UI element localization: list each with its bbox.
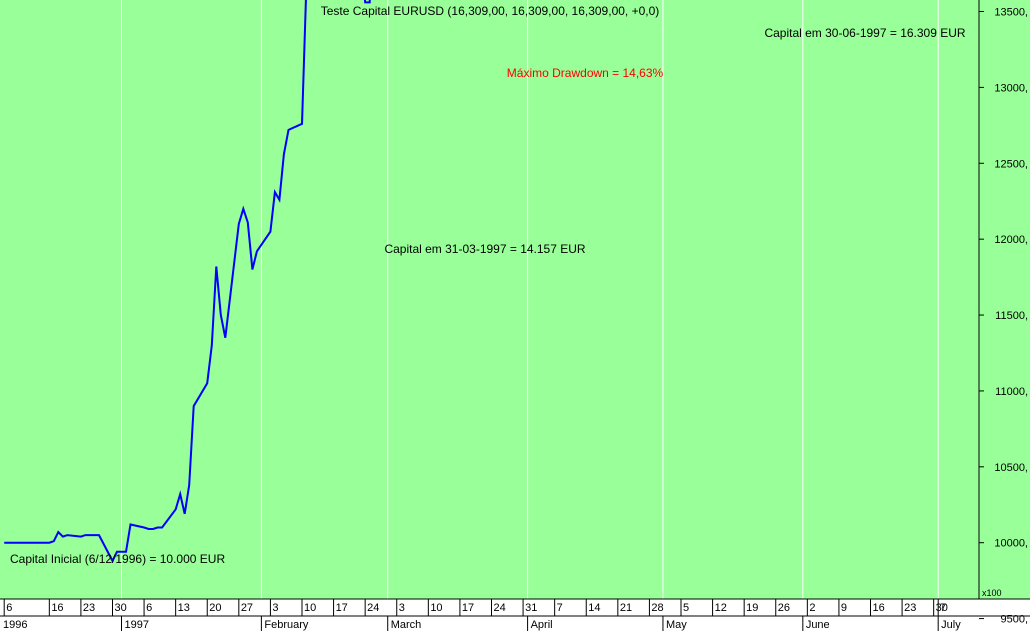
annotation-capital-march: Capital em 31-03-1997 = 14.157 EUR <box>384 242 585 256</box>
x-tick-label: 23 <box>83 602 95 614</box>
x-tick-label: 20 <box>209 602 221 614</box>
x-tick-label: 24 <box>367 602 379 614</box>
y-axis: 9500, 10000, 10500, 11000, 11500, 12000, 12500… <box>978 0 1028 626</box>
y-tick-label: 10000, <box>994 538 1028 550</box>
x-month-label: July <box>941 619 961 631</box>
x-tick-label: 28 <box>651 602 663 614</box>
x-month-label: 1996 <box>3 619 27 631</box>
x-tick-label: 2 <box>809 602 815 614</box>
x-tick-label: 23 <box>904 602 916 614</box>
y-tick-label: 10500, <box>994 462 1028 474</box>
y-tick-label: 11000, <box>995 386 1028 398</box>
x-tick-label: 9 <box>841 602 847 614</box>
y-tick-label: 9500, <box>1000 614 1028 626</box>
x-tick-label: 10 <box>304 602 316 614</box>
chart-title: Teste Capital EURUSD (16,309,00, 16,309,… <box>321 4 660 18</box>
x-month-label: February <box>264 619 309 631</box>
x-tick-label: 3 <box>272 602 278 614</box>
x-tick-label: 3 <box>399 602 405 614</box>
x-tick-label: 13 <box>178 602 190 614</box>
x-tick-label: 30 <box>114 602 126 614</box>
x-axis-panel <box>0 599 1030 631</box>
y-tick-label: 13500, <box>994 7 1028 19</box>
y-tick-label: 11500, <box>995 310 1028 322</box>
capital-line <box>4 0 371 564</box>
plot-background <box>0 0 979 599</box>
x-tick-label: 12 <box>715 602 727 614</box>
x-tick-label: 6 <box>146 602 152 614</box>
annotation-capital-inicial: Capital Inicial (6/12/1996) = 10.000 EUR <box>10 552 225 566</box>
x-tick-label: 26 <box>778 602 790 614</box>
x-tick-label: 7 <box>557 602 563 614</box>
x-tick-label: 19 <box>746 602 758 614</box>
x-tick-label: 21 <box>620 602 632 614</box>
x-month-label: May <box>666 619 687 631</box>
x-tick-label: 31 <box>525 602 537 614</box>
x-month-label: June <box>806 619 830 631</box>
x-tick-label: 30 <box>936 602 948 614</box>
grid-lines <box>121 0 939 599</box>
x-tick-label: 6 <box>6 602 12 614</box>
annotation-capital-june: Capital em 30-06-1997 = 16.309 EUR <box>764 26 965 40</box>
x-tick-label: 17 <box>336 602 348 614</box>
x-axis: 6 16 23 30 6 13 20 27 3 10 17 24 3 10 17 24 31 7 14 21 28 5 12… <box>0 598 1030 631</box>
x-tick-label: 10 <box>430 602 442 614</box>
x-tick-label: 14 <box>588 602 600 614</box>
x-tick-label: 27 <box>241 602 253 614</box>
x-tick-label: 16 <box>873 602 885 614</box>
x-tick-label: 16 <box>51 602 63 614</box>
x-month-label: April <box>531 619 553 631</box>
x-tick-label: 5 <box>683 602 689 614</box>
y-scale-note: x100 <box>982 588 1002 598</box>
x-month-label: 1997 <box>125 619 149 631</box>
x-month-label: March <box>391 619 422 631</box>
y-tick-label: 12500, <box>994 158 1028 170</box>
annotation-drawdown: Máximo Drawdown = 14,63% <box>507 66 664 80</box>
x-tick-label: 7 <box>940 602 946 614</box>
y-tick-label: 13000, <box>994 82 1028 94</box>
y-tick-label: 12000, <box>994 234 1028 246</box>
x-tick-label: 17 <box>462 602 474 614</box>
y-axis-panel <box>979 0 1030 599</box>
x-tick-label: 24 <box>493 602 505 614</box>
